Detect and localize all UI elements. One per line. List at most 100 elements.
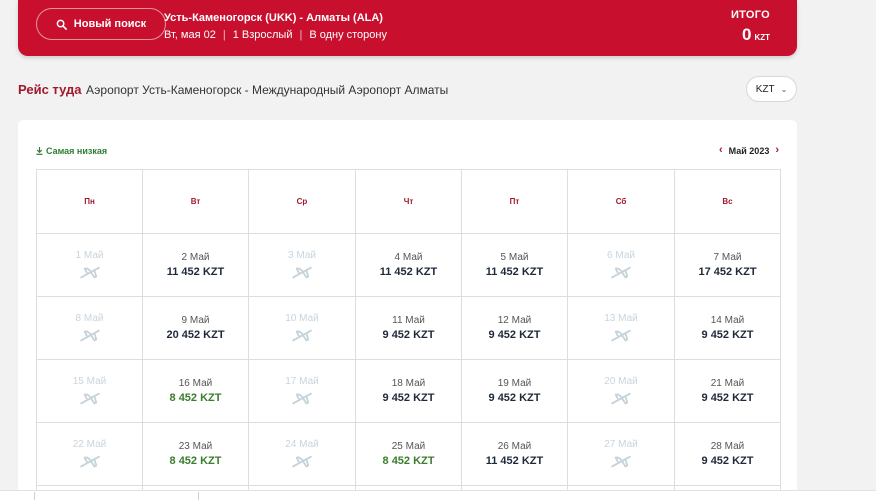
day-price: 9 452 KZT	[382, 392, 435, 404]
day-date: 28 Май	[710, 441, 745, 452]
day-price: 11 452 KZT	[379, 266, 438, 278]
currency-value: KZT	[755, 83, 775, 95]
plane-icon	[292, 455, 312, 467]
day-date: 1 Май	[75, 249, 104, 261]
day-date: 19 Май	[497, 378, 532, 389]
cheapest-filter[interactable]: Самая низкая	[36, 146, 107, 156]
booking-summary-bar: Новый поиск Усть-Каменогорск (UKK) - Алм…	[18, 0, 797, 56]
passenger-count: 1 Взрослый	[232, 29, 293, 41]
calendar-day[interactable]: 25 Май 8 452 KZT	[356, 423, 462, 486]
fare-calendar-panel: Самая низкая ‹ Май 2023 › Пн Вт Ср Чт Пт Сб Вс…	[18, 120, 797, 500]
calendar-day-unavailable: 24 Май	[249, 423, 356, 486]
calendar-day-unavailable: 1 Май	[37, 234, 143, 297]
day-date: 21 Май	[710, 378, 745, 389]
day-date: 6 Май	[607, 249, 635, 261]
calendar-day-unavailable: 20 Май	[568, 360, 675, 423]
day-price: 17 452 KZT	[698, 266, 757, 278]
calendar-grid: Пн Вт Ср Чт Пт Сб Вс 1 Май 2 Май 11 452 KZT 3 Май 4…	[36, 169, 781, 500]
calendar-day[interactable]: 4 Май 11 452 KZT	[356, 234, 462, 297]
calendar-day[interactable]: 28 Май 9 452 KZT	[675, 423, 781, 486]
calendar-day-unavailable: 22 Май	[37, 423, 143, 486]
weekday-header: Пт	[462, 170, 568, 234]
calendar-day[interactable]: 14 Май 9 452 KZT	[675, 297, 781, 360]
day-date: 12 Май	[497, 315, 532, 326]
new-search-button[interactable]: Новый поиск	[36, 8, 166, 40]
weekday-header: Вс	[675, 170, 781, 234]
outbound-route: Аэропорт Усть-Каменогорск - Международны…	[86, 83, 449, 97]
day-price: 11 452 KZT	[485, 266, 544, 278]
day-date: 16 Май	[178, 378, 213, 389]
chevron-down-icon: ⌄	[780, 84, 788, 94]
day-date: 2 Май	[181, 252, 210, 263]
calendar-day-unavailable: 10 Май	[249, 297, 356, 360]
plane-icon	[292, 392, 312, 404]
divider: |	[299, 29, 303, 41]
day-date: 10 Май	[285, 312, 319, 324]
calendar-day[interactable]: 26 Май 11 452 KZT	[462, 423, 568, 486]
month-label: Май 2023	[728, 145, 770, 156]
calendar-day[interactable]: 12 Май 9 452 KZT	[462, 297, 568, 360]
calendar-day[interactable]: 19 Май 9 452 KZT	[462, 360, 568, 423]
calendar-day-unavailable: 3 Май	[249, 234, 356, 297]
trip-type: В одну сторону	[309, 29, 387, 41]
day-date: 18 Май	[391, 378, 426, 389]
download-icon	[36, 147, 43, 155]
weekday-header-row: Пн Вт Ср Чт Пт Сб Вс	[37, 170, 781, 234]
trip-date: Вт, мая 02	[164, 29, 216, 41]
divider: |	[222, 29, 226, 41]
day-date: 15 Май	[72, 375, 107, 387]
day-date: 23 Май	[178, 441, 213, 452]
day-price: 11 452 KZT	[485, 455, 544, 467]
day-date: 13 Май	[604, 312, 638, 324]
day-date: 4 Май	[394, 252, 423, 263]
day-price: 9 452 KZT	[701, 329, 754, 341]
day-date: 8 Май	[75, 312, 104, 324]
calendar-day[interactable]: 11 Май 9 452 KZT	[356, 297, 462, 360]
calendar-day[interactable]: 5 Май 11 452 KZT	[462, 234, 568, 297]
day-date: 25 Май	[391, 441, 426, 452]
day-date: 17 Май	[285, 375, 319, 387]
calendar-week-row: 15 Май 16 Май 8 452 KZT 17 Май 18 Май 9 452 K…	[37, 360, 781, 423]
calendar-day[interactable]: 23 Май 8 452 KZT	[143, 423, 249, 486]
calendar-week-row: 8 Май 9 Май 20 452 KZT 10 Май 11 Май 9 452 KZ…	[37, 297, 781, 360]
calendar-day[interactable]: 18 Май 9 452 KZT	[356, 360, 462, 423]
calendar-day[interactable]: 21 Май 9 452 KZT	[675, 360, 781, 423]
day-price: 9 452 KZT	[701, 392, 754, 404]
calendar-day-unavailable: 27 Май	[568, 423, 675, 486]
weekday-header: Чт	[356, 170, 462, 234]
cheapest-label: Самая низкая	[46, 146, 108, 156]
calendar-day[interactable]: 16 Май 8 452 KZT	[143, 360, 249, 423]
day-date: 26 Май	[497, 441, 532, 452]
day-price: 20 452 KZT	[166, 329, 225, 341]
calendar-week-row: 22 Май 23 Май 8 452 KZT 24 Май 25 Май 8 452 K…	[37, 423, 781, 486]
day-price-lowest: 8 452 KZT	[169, 392, 222, 404]
plane-icon	[611, 329, 631, 341]
weekday-header: Пн	[37, 170, 143, 234]
plane-icon	[79, 455, 100, 467]
calendar-day[interactable]: 2 Май 11 452 KZT	[143, 234, 249, 297]
plane-icon	[79, 329, 100, 341]
calendar-day-unavailable: 17 Май	[249, 360, 356, 423]
new-search-label: Новый поиск	[73, 18, 147, 30]
calendar-day-unavailable: 15 Май	[37, 360, 143, 423]
plane-icon	[611, 455, 631, 467]
calendar-week-row: 1 Май 2 Май 11 452 KZT 3 Май 4 Май 11 452 KZT…	[37, 234, 781, 297]
day-price-lowest: 8 452 KZT	[382, 455, 435, 467]
trip-details: Вт, мая 02 | 1 Взрослый | В одну сторону	[164, 29, 387, 41]
day-date: 5 Май	[500, 252, 529, 263]
divider	[34, 492, 35, 500]
next-month-icon[interactable]: ›	[775, 144, 779, 156]
plane-icon	[292, 266, 312, 278]
calendar-day[interactable]: 7 Май 17 452 KZT	[675, 234, 781, 297]
weekday-header: Ср	[249, 170, 356, 234]
day-date: 3 Май	[288, 249, 316, 261]
divider	[198, 492, 199, 500]
day-price: 9 452 KZT	[488, 329, 541, 341]
calendar-day-unavailable: 8 Май	[37, 297, 143, 360]
total-label: ИТОГО	[730, 9, 770, 21]
prev-month-icon[interactable]: ‹	[718, 144, 723, 156]
currency-select[interactable]: KZT ⌄	[746, 76, 797, 102]
total-price: 0 KZT	[742, 25, 770, 45]
calendar-day[interactable]: 9 Май 20 452 KZT	[143, 297, 249, 360]
calendar-day-unavailable: 6 Май	[568, 234, 675, 297]
